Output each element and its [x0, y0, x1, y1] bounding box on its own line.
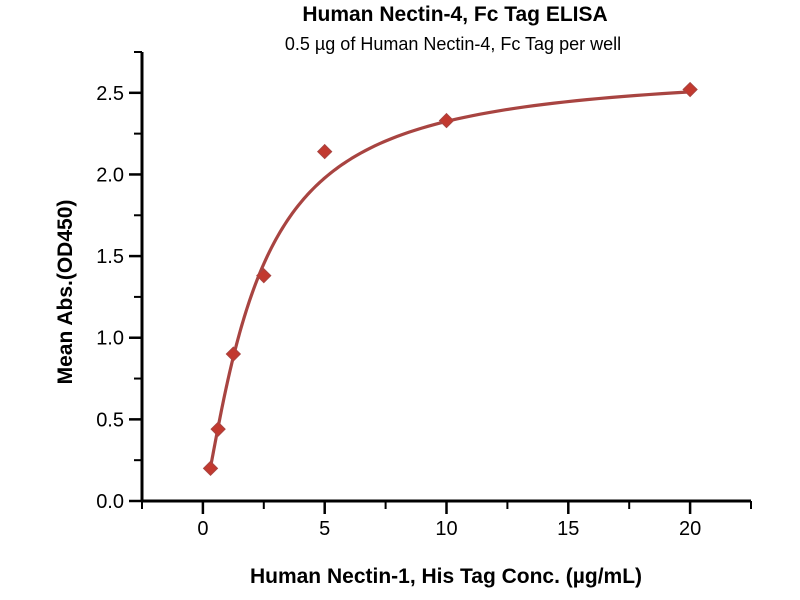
- chart-title: Human Nectin-4, Fc Tag ELISA: [302, 3, 608, 26]
- x-tick-label: 10: [435, 518, 457, 540]
- y-tick-label: 2.5: [96, 83, 124, 105]
- y-tick-label: 1.5: [96, 246, 124, 268]
- data-point-marker: [202, 460, 219, 477]
- x-tick-label: 0: [197, 518, 208, 540]
- data-point-marker: [438, 112, 455, 129]
- data-point-marker: [256, 267, 272, 284]
- x-tick-label: 15: [557, 518, 579, 540]
- data-point-marker: [682, 81, 698, 98]
- y-tick-label: 2.0: [96, 164, 124, 186]
- data-point-marker: [225, 346, 242, 362]
- chart-subtitle: 0.5 µg of Human Nectin-4, Fc Tag per wel…: [284, 34, 622, 54]
- fit-curve: [208, 90, 692, 469]
- y-tick-label: 1.0: [96, 328, 124, 350]
- x-tick-label: 5: [319, 518, 330, 540]
- x-tick-label: 20: [679, 518, 701, 540]
- y-tick-label: 0.5: [96, 409, 124, 431]
- data-point-marker: [210, 421, 226, 437]
- data-point-marker: [316, 143, 333, 160]
- y-tick-label: 0.0: [96, 491, 124, 513]
- x-axis-label: Human Nectin-1, His Tag Conc. (µg/mL): [249, 565, 643, 588]
